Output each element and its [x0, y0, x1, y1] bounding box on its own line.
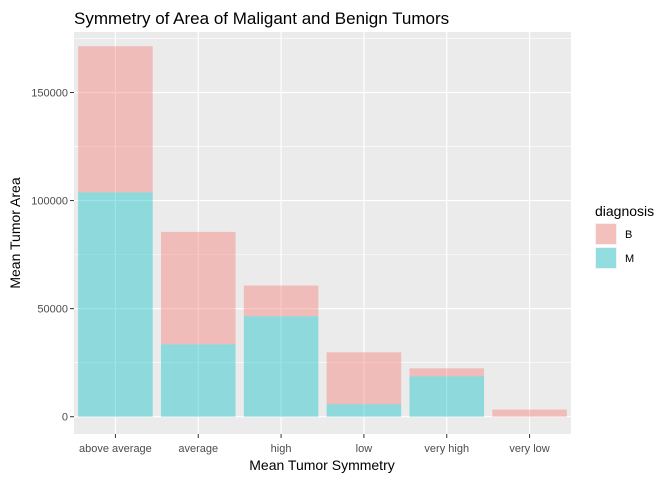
- bar-B-above-average: [78, 46, 153, 193]
- bar-M-very-high: [409, 376, 485, 417]
- x-tick-label: very high: [424, 443, 469, 455]
- legend-label: M: [625, 253, 634, 265]
- legend-swatch-M: [596, 248, 616, 268]
- plot-panel: [74, 32, 571, 434]
- y-axis: 0 50000 100000 150000: [31, 88, 74, 424]
- bar-B-very-low: [492, 409, 567, 417]
- grid-lines: [74, 32, 571, 434]
- bar-M-low: [326, 404, 402, 417]
- legend: diagnosis BM: [595, 203, 654, 269]
- bar-B-low: [326, 352, 402, 405]
- x-tick-label: above average: [79, 443, 152, 455]
- x-axis: above average average high low very high very…: [79, 434, 550, 455]
- x-tick-label: very low: [509, 443, 549, 455]
- y-axis-label: Mean Tumor Area: [7, 177, 23, 288]
- bar-M-average: [160, 344, 236, 417]
- legend-key-background: [595, 223, 617, 245]
- bar-B-average: [160, 231, 236, 345]
- y-tick-label: 0: [62, 412, 68, 424]
- bar-M-above-average: [78, 192, 153, 417]
- bars: [78, 46, 567, 417]
- legend-items: BM: [595, 223, 634, 269]
- x-tick-label: low: [356, 443, 373, 455]
- x-tick-label: high: [271, 443, 292, 455]
- bar-B-very-high: [409, 368, 485, 377]
- legend-key-background: [595, 247, 617, 269]
- y-tick-label: 50000: [37, 304, 68, 316]
- legend-swatch-B: [596, 224, 616, 244]
- x-tick-label: average: [178, 443, 218, 455]
- bar-M-high: [243, 316, 319, 417]
- bar-B-high: [243, 285, 319, 317]
- legend-label: B: [625, 229, 632, 241]
- y-tick-label: 150000: [31, 88, 68, 100]
- chart-title: Symmetry of Area of Maligant and Benign …: [74, 9, 449, 28]
- y-tick-label: 100000: [31, 196, 68, 208]
- legend-title: diagnosis: [595, 203, 654, 219]
- x-axis-label: Mean Tumor Symmetry: [249, 457, 394, 473]
